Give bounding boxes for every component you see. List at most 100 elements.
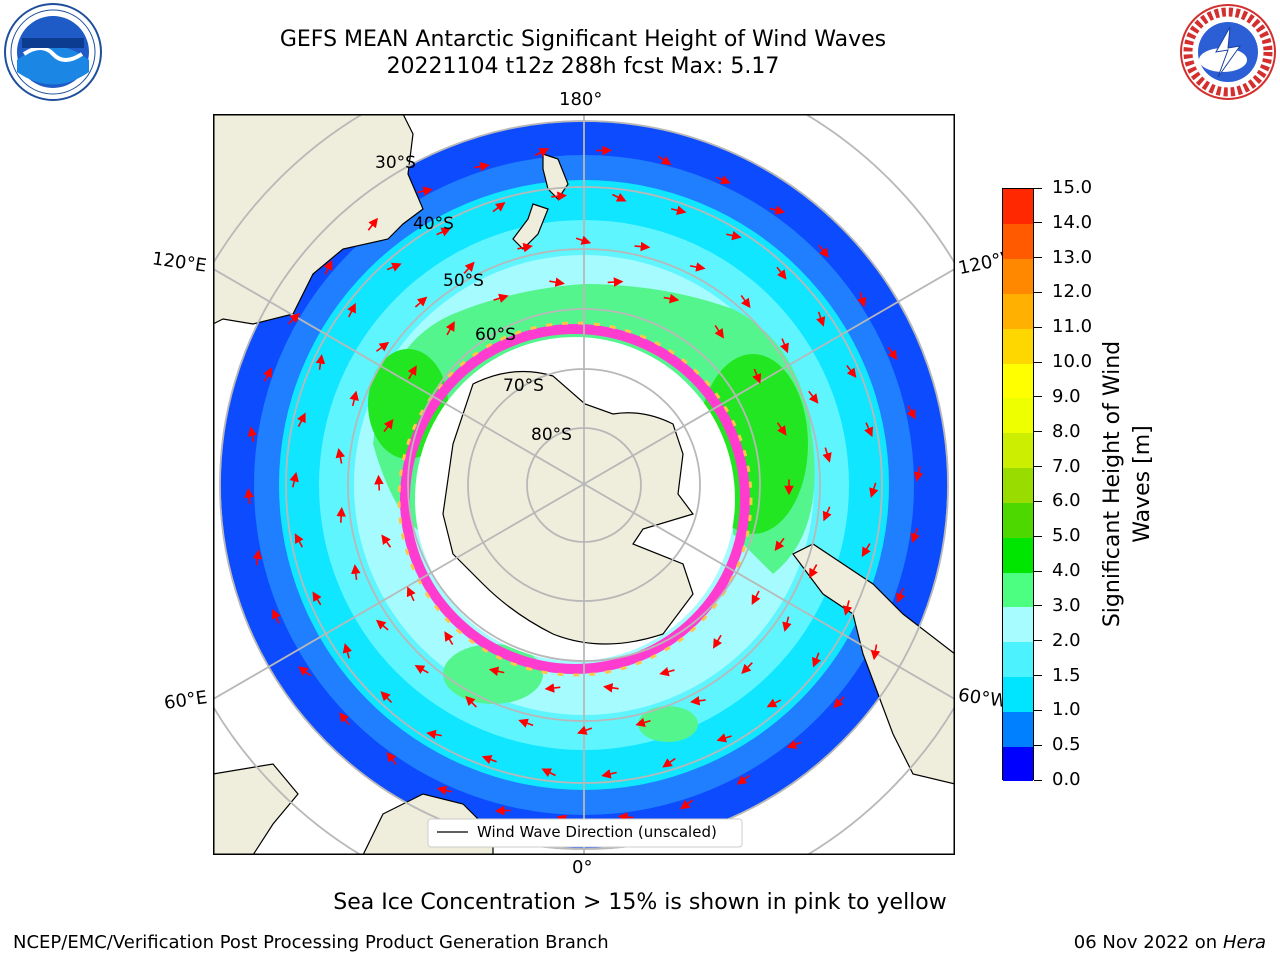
wind-wave-arrow [809,564,818,579]
colorbar-segment [1003,676,1033,712]
colorbar-tick [1034,257,1042,259]
wind-wave-arrow [294,533,304,548]
wind-wave-arrow [367,217,379,231]
wind-wave-arrow [808,390,819,404]
colorbar-title-line2: Waves [m] [1130,425,1155,543]
colorbar-segment [1003,363,1033,399]
wind-wave-arrow [861,543,871,558]
wind-wave-arrow [774,537,785,552]
wind-wave-arrow [298,666,312,677]
wind-wave-arrow [315,354,326,370]
colorbar-segment [1003,467,1033,503]
map-panel: 30°S 40°S 50°S 60°S 70°S 80°S Wind Wave … [213,114,955,855]
wind-wave-arrow [716,733,732,743]
wind-wave-arrow [263,367,272,382]
lat-label-70s: 70°S [503,376,544,396]
wind-wave-arrow [869,482,879,498]
wind-wave-arrow [444,631,454,646]
wind-wave-arrow [846,364,857,379]
wind-wave-arrow [289,471,299,488]
colorbar-segment [1003,397,1033,434]
wind-wave-arrow [857,292,867,308]
colorbar-tick-label: 3.0 [1052,594,1081,616]
lat-label-30s: 30°S [375,153,416,173]
colorbar-tick [1034,431,1042,433]
wind-wave-arrow [381,534,392,548]
wind-wave-arrow [715,175,731,185]
wind-wave-arrow [887,346,898,361]
colorbar-title-line1: Significant Height of Wind [1100,340,1125,628]
colorbar-tick-label: 9.0 [1052,385,1081,407]
colorbar-tick [1034,640,1042,642]
wind-wave-arrow [463,261,475,274]
colorbar-tick [1034,466,1042,468]
wind-wave-arrow [663,293,680,304]
colorbar-tick-label: 14.0 [1052,211,1093,233]
wind-wave-arrow [842,600,853,616]
wind-wave-arrow [689,262,706,272]
wind-wave-arrow [481,755,497,765]
wind-wave-arrow [517,242,533,253]
colorbar-segment [1003,432,1033,469]
colorbar-title: Significant Height of Wind Waves [m] [1098,341,1158,627]
wind-wave-arrow [534,148,550,157]
colorbar-tick [1034,605,1042,607]
wind-wave-arrow [833,696,845,709]
wind-wave-arrow [812,652,822,668]
colorbar-tick [1034,779,1042,781]
wind-wave-arrow [386,262,402,272]
wind-wave-arrow [601,769,617,779]
noaa-logo [4,3,102,101]
wind-wave-arrow [870,644,881,661]
wind-wave-arrow [406,586,416,602]
wind-wave-arrow [657,155,672,166]
wind-wave-arrow [287,312,300,325]
colorbar-tick [1034,570,1042,572]
colorbar-tick [1034,187,1042,189]
wind-wave-arrow [679,799,694,810]
wind-wave-arrow [342,643,353,659]
colorbar-tick [1034,535,1042,537]
wind-wave-arrow [906,405,916,420]
colorbar-segment [1003,746,1033,782]
wind-wave-arrow [864,422,873,438]
colorbar-segment [1003,641,1033,678]
colorbar-tick [1034,326,1042,328]
colorbar-tick-label: 10.0 [1052,351,1093,373]
wind-wave-arrow [612,192,627,202]
colorbar-tick-label: 0.5 [1052,734,1081,756]
wind-wave-arrow [726,230,742,241]
wind-wave-arrow [659,667,675,677]
lon-label-top: 180° [559,89,603,110]
wind-arrows [244,145,924,824]
colorbar-tick [1034,709,1042,711]
wind-wave-arrow [375,341,390,352]
colorbar-segment [1003,258,1033,294]
wind-wave-arrow [518,718,534,728]
date-line: 06 Nov 2022 on Hera [1074,932,1266,953]
wind-wave-arrow [910,528,920,544]
wind-wave-arrow [751,590,761,605]
wind-wave-arrow [741,662,753,675]
wind-wave-arrow [407,365,417,380]
colorbar-segment [1003,328,1033,364]
wind-wave-arrow [335,448,346,464]
colorbar-segment [1003,572,1033,608]
wind-wave-arrow [247,426,258,443]
wind-wave-arrow [375,619,389,631]
lon-label-bottom: 0° [572,857,593,878]
wind-wave-arrow [740,294,751,309]
colorbar-segment [1003,223,1033,260]
colorbar-tick [1034,222,1042,224]
colorbar-tick [1034,744,1042,746]
colorbar-tick-label: 11.0 [1052,316,1093,338]
colorbar-tick-label: 1.0 [1052,699,1081,721]
wind-wave-arrow [474,161,490,172]
colorbar-tick [1034,675,1042,677]
wind-wave-arrow [297,412,306,427]
wind-wave-arrow [713,634,723,649]
wind-wave-arrow [776,422,787,436]
colorbar-tick [1034,361,1042,363]
colorbar-segment [1003,502,1033,538]
polar-map: 30°S 40°S 50°S 60°S 70°S 80°S Wind Wave … [213,114,955,855]
